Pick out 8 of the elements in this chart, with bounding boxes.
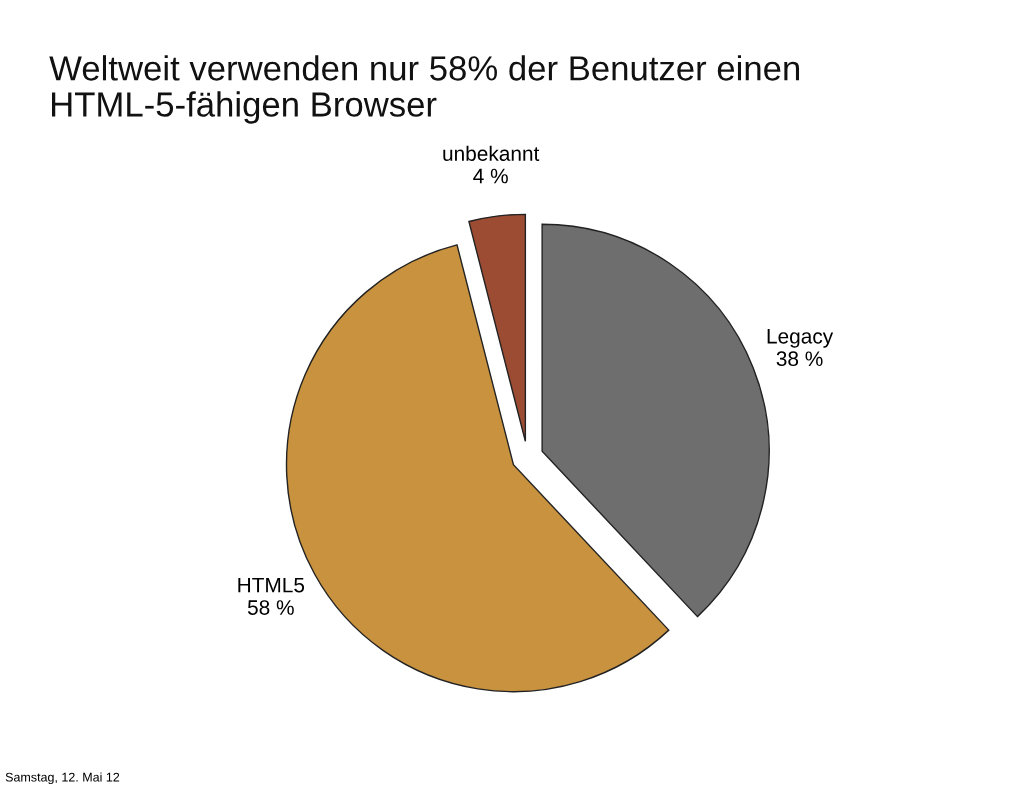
slice-label: HTML5 xyxy=(238,577,305,593)
data-label: 4 % xyxy=(473,168,508,184)
data-label: 58 % xyxy=(247,600,294,615)
slice-label: unbekannt xyxy=(443,145,540,161)
slice-label: Legacy xyxy=(767,329,834,348)
data-label: 38 % xyxy=(776,351,823,367)
text: Samstag, 12. Mai 12 xyxy=(5,772,120,785)
chart-title: Weltweit verwenden nur 58% der Benutzer einen HTML-5-fähigen Browser xyxy=(49,55,800,124)
